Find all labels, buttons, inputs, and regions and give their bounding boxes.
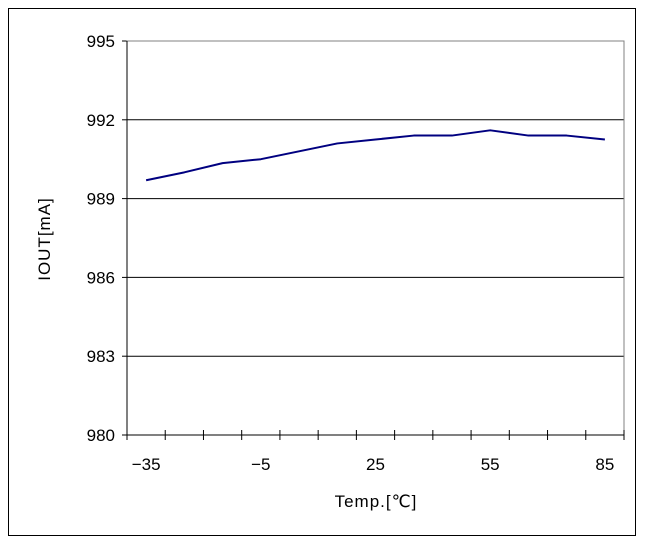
- x-tick-label: 55: [481, 455, 500, 474]
- y-tick-label: 992: [87, 111, 115, 130]
- plot-area: [126, 40, 625, 436]
- x-axis-title: Temp.[℃]: [335, 492, 418, 511]
- x-tick-label: 25: [366, 455, 385, 474]
- chart-frame: [8, 8, 636, 536]
- x-tick-labels: −35 −5 25 55 85: [132, 455, 615, 474]
- x-tick-label: 85: [595, 455, 614, 474]
- series-line: [145, 129, 605, 182]
- y-tick-label: 980: [87, 426, 115, 445]
- series-layer: [145, 129, 605, 182]
- y-tick-labels: 980 983 986 989 992 995: [87, 32, 115, 445]
- grid-lines: [122, 40, 624, 436]
- y-axis-title: IOUT[mA]: [35, 197, 54, 281]
- y-tick-label: 989: [87, 190, 115, 209]
- x-tick-label: −5: [251, 455, 270, 474]
- x-axis-ticks: [126, 41, 625, 440]
- x-tick-label: −35: [132, 455, 161, 474]
- y-tick-label: 995: [87, 32, 115, 51]
- y-tick-label: 986: [87, 268, 115, 287]
- y-tick-label: 983: [87, 347, 115, 366]
